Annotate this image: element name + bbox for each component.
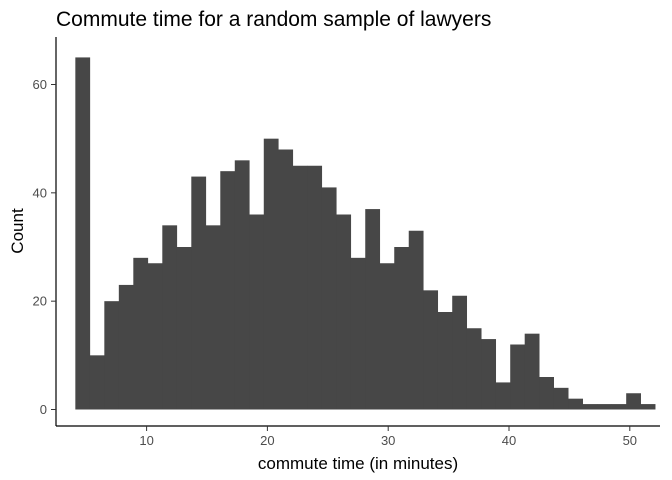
bars-group	[75, 57, 656, 410]
histogram-bar	[524, 333, 540, 410]
histogram-bar	[292, 165, 308, 410]
chart-title: Commute time for a random sample of lawy…	[56, 8, 491, 31]
y-tick-label: 20	[33, 294, 47, 309]
x-tick-label: 50	[623, 433, 637, 448]
histogram-bar	[423, 290, 439, 410]
histogram-bar	[220, 171, 236, 410]
histogram-bar	[481, 339, 497, 410]
histogram-bar	[568, 398, 583, 410]
histogram-bar	[336, 214, 352, 410]
histogram-bar	[350, 257, 366, 410]
histogram-bar	[510, 344, 526, 410]
histogram-bar	[321, 187, 337, 410]
histogram-bar	[133, 257, 149, 410]
y-axis-title: Count	[8, 208, 27, 254]
histogram-bar	[118, 284, 134, 410]
histogram-bar	[176, 247, 192, 410]
histogram-bar	[466, 328, 482, 410]
histogram-bar	[582, 404, 598, 410]
histogram-bar	[75, 57, 91, 410]
histogram-bar	[147, 263, 163, 410]
x-tick-label: 10	[139, 433, 153, 448]
histogram-bar	[234, 160, 250, 410]
histogram-bar	[278, 149, 294, 410]
histogram-bar	[379, 263, 395, 410]
y-tick-label: 40	[33, 185, 47, 200]
histogram-bar	[162, 225, 178, 410]
x-axis-title: commute time (in minutes)	[258, 454, 458, 473]
histogram-bar	[553, 387, 569, 410]
histogram-bar	[191, 176, 207, 410]
histogram-bar	[539, 377, 554, 410]
x-tick-label: 20	[260, 433, 274, 448]
histogram-bar	[452, 295, 468, 410]
histogram-bar	[263, 138, 279, 410]
y-axis-ticks: 0 20 40 60	[33, 77, 56, 417]
histogram-bar	[365, 209, 381, 410]
y-tick-label: 0	[40, 402, 47, 417]
histogram-bar	[437, 312, 453, 410]
histogram-bar	[408, 230, 424, 410]
histogram-bar	[611, 404, 627, 410]
x-tick-label: 40	[502, 433, 516, 448]
histogram-bar	[89, 355, 105, 410]
histogram-bar	[307, 165, 323, 410]
histogram-bar	[394, 247, 410, 410]
histogram-bar	[640, 404, 656, 410]
histogram-bar	[249, 214, 265, 410]
histogram-bar	[104, 301, 120, 410]
x-axis-ticks: 10 20 30 40 50	[139, 426, 637, 448]
histogram-bar	[597, 404, 612, 410]
y-tick-label: 60	[33, 77, 47, 92]
x-tick-label: 30	[381, 433, 395, 448]
histogram-bar	[495, 382, 511, 410]
histogram-bar	[626, 393, 641, 410]
histogram-bar	[205, 225, 221, 410]
